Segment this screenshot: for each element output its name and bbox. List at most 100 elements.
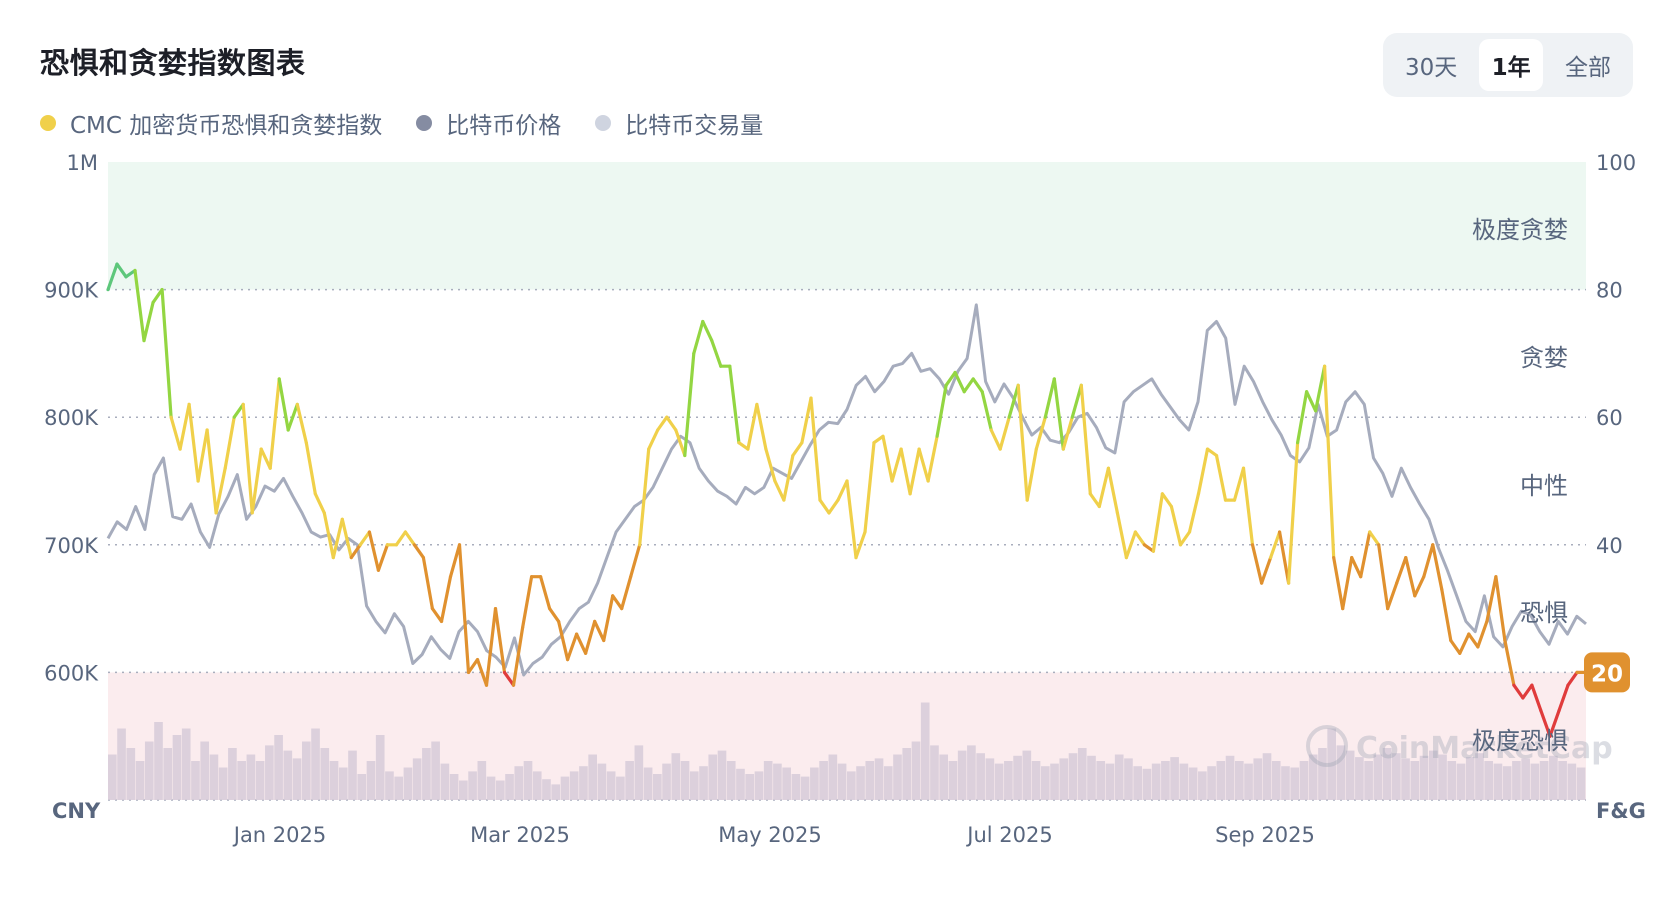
fear-greed-segment	[1422, 543, 1435, 579]
range-1y-button[interactable]: 1年	[1479, 39, 1544, 91]
volume-bar	[1539, 761, 1549, 800]
legend-dot-btc-volume	[595, 115, 612, 131]
fear-greed-segment	[1169, 504, 1183, 547]
volume-bar	[551, 784, 561, 800]
left-axis-tick: 800K	[44, 406, 99, 430]
volume-bar	[708, 754, 718, 800]
fear-greed-segment	[196, 428, 209, 483]
fear-greed-segment	[106, 262, 119, 292]
x-axis-tick: Jul 2025	[965, 823, 1052, 847]
fear-greed-segment	[322, 511, 335, 560]
right-axis-tick: 100	[1596, 151, 1636, 175]
volume-bar	[412, 758, 422, 800]
fear-greed-segment	[755, 402, 768, 451]
volume-bar	[1428, 750, 1438, 800]
volume-bar	[1447, 761, 1457, 800]
range-30d-button[interactable]: 30天	[1404, 55, 1458, 81]
volume-bar	[1133, 766, 1142, 800]
volume-bar	[1281, 766, 1290, 800]
fear-greed-segment	[1241, 466, 1255, 547]
volume-bar	[320, 748, 330, 800]
volume-bar	[1512, 761, 1521, 800]
fear-greed-segment	[1097, 466, 1111, 509]
volume-bar	[1327, 728, 1336, 800]
volume-bar	[117, 728, 126, 800]
fear-greed-segment	[403, 530, 416, 547]
volume-bar	[1345, 750, 1355, 800]
volume-bar	[902, 748, 912, 800]
legend-item-btc-price[interactable]: 比特币价格	[416, 106, 561, 140]
fear-greed-segment	[665, 415, 678, 432]
volume-bar	[1151, 763, 1161, 800]
legend-item-fear-greed[interactable]: CMC 加密货币恐惧和贪婪指数	[40, 106, 382, 140]
fear-greed-segment	[1530, 683, 1543, 713]
volume-bar	[311, 728, 320, 800]
volume-bar	[819, 761, 828, 800]
fear-greed-segment	[214, 466, 227, 515]
fear-greed-segment	[1250, 543, 1264, 585]
volume-bar	[1059, 758, 1069, 800]
fear-greed-segment	[349, 543, 362, 560]
volume-bar	[726, 761, 736, 800]
volume-bar	[218, 767, 228, 800]
fear-greed-segment	[1061, 415, 1074, 451]
fear-greed-segment	[547, 606, 561, 624]
volume-bar	[126, 748, 136, 800]
left-axis-tick: 900K	[44, 279, 99, 303]
fear-greed-segment	[421, 555, 434, 611]
fear-greed-segment	[1440, 587, 1453, 643]
volume-bar	[985, 758, 995, 800]
fear-greed-segment	[1359, 530, 1372, 579]
fear-greed-segment	[493, 606, 507, 675]
fear-greed-segment	[728, 364, 741, 445]
volume-bar	[939, 754, 949, 800]
volume-bars	[108, 702, 1586, 800]
volume-bar	[1096, 761, 1106, 800]
volume-bar	[1031, 761, 1041, 800]
volume-bar	[1225, 755, 1235, 800]
range-all-button[interactable]: 全部	[1565, 55, 1612, 81]
fear-greed-segment	[1322, 364, 1336, 560]
x-axis-tick: Sep 2025	[1215, 823, 1315, 847]
legend-item-btc-volume[interactable]: 比特币交易量	[595, 106, 763, 140]
volume-bar	[976, 753, 985, 800]
fear-greed-segment	[250, 447, 263, 515]
volume-bar	[1419, 755, 1429, 800]
fear-greed-segment	[944, 370, 957, 387]
x-axis-tick: Mar 2025	[470, 823, 570, 847]
watermark-text: CoinMarketCap	[1356, 731, 1613, 766]
volume-bar	[246, 754, 256, 800]
volume-bar	[459, 780, 468, 800]
fear-greed-segment	[710, 339, 723, 368]
fear-greed-segment	[1178, 530, 1192, 547]
fear-greed-segment	[1016, 383, 1029, 502]
fear-greed-segment	[620, 575, 633, 611]
volume-bar	[1438, 754, 1447, 800]
zone-label: 中性	[1520, 472, 1568, 500]
fear-greed-segment	[556, 619, 570, 662]
volume-bar	[1290, 767, 1300, 800]
left-axis-tick: 700K	[44, 534, 99, 558]
fear-greed-segment	[917, 447, 930, 483]
volume-bar	[514, 766, 524, 800]
fear-greed-segment	[1196, 447, 1210, 496]
fear-greed-segment	[800, 396, 813, 445]
volume-bar	[1576, 767, 1586, 800]
fear-greed-segment	[286, 402, 299, 432]
volume-bar	[228, 748, 237, 800]
fear-greed-segment	[1043, 377, 1056, 419]
volume-bar	[782, 767, 791, 800]
volume-bar	[1549, 755, 1558, 800]
fear-greed-segment	[683, 351, 696, 458]
volume-bar	[154, 722, 163, 800]
fear-greed-segment	[124, 268, 137, 279]
volume-bar	[440, 763, 450, 800]
volume-bar	[301, 741, 311, 800]
volume-bar	[837, 763, 847, 800]
fear-greed-segment	[1494, 575, 1507, 643]
legend-dot-btc-price	[416, 115, 433, 131]
fear-greed-segment	[1160, 492, 1174, 509]
volume-bar	[662, 763, 671, 800]
volume-bar	[1318, 748, 1327, 800]
